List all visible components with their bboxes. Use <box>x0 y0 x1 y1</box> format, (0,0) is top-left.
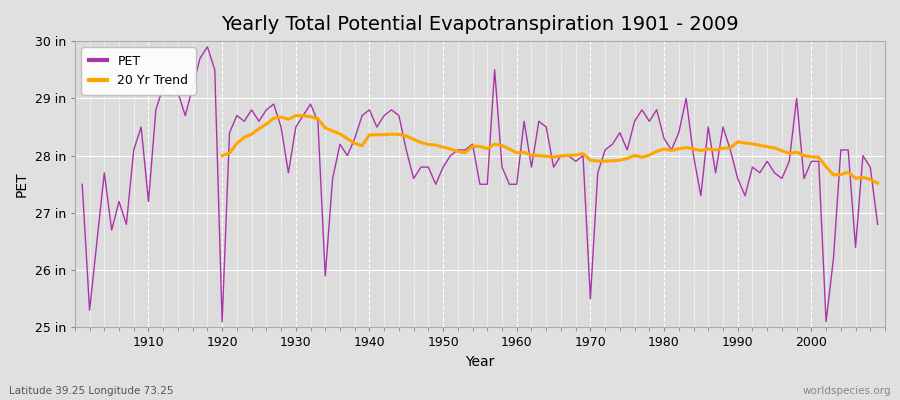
Legend: PET, 20 Yr Trend: PET, 20 Yr Trend <box>81 47 196 95</box>
Text: Latitude 39.25 Longitude 73.25: Latitude 39.25 Longitude 73.25 <box>9 386 174 396</box>
X-axis label: Year: Year <box>465 355 495 369</box>
Title: Yearly Total Potential Evapotranspiration 1901 - 2009: Yearly Total Potential Evapotranspiratio… <box>221 15 739 34</box>
Y-axis label: PET: PET <box>15 172 29 197</box>
Text: worldspecies.org: worldspecies.org <box>803 386 891 396</box>
